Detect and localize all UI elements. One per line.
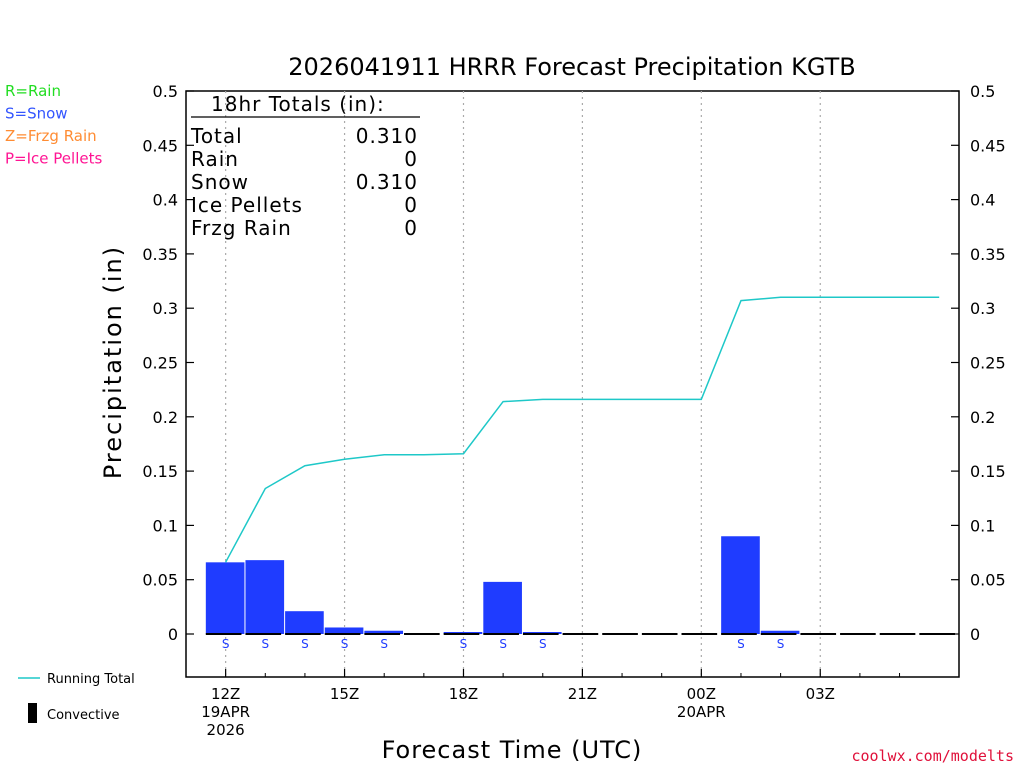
totals-row-label: Frzg Rain	[191, 216, 292, 240]
precip-type-legend: R=Rain S=Snow Z=Frzg Rain P=Ice Pellets	[5, 82, 102, 168]
convective-legend-label: Convective	[47, 708, 120, 723]
precip-type-flag: S	[460, 637, 468, 651]
running-total-legend-label: Running Total	[47, 672, 135, 687]
x-tick-label-15z: 15Z	[330, 685, 359, 703]
y-tick-left-label: 0.3	[153, 299, 178, 318]
running-total-series	[224, 296, 940, 563]
totals-header: 18hr Totals (in):	[211, 92, 385, 116]
y-tick-left-label: 0.25	[142, 354, 178, 373]
y-tick-left-label: 0.15	[142, 462, 178, 481]
precip-bars	[205, 536, 800, 634]
totals-row-value: 0	[404, 193, 418, 217]
totals-row-label: Rain	[191, 147, 239, 171]
x-tick-label-20apr: 20APR	[677, 703, 726, 721]
totals-row-label: Snow	[191, 170, 249, 194]
y-tick-left-label: 0.1	[153, 516, 178, 535]
totals-row-value: 0.310	[356, 124, 418, 148]
y-tick-right-label: 0.2	[970, 408, 995, 427]
precip-type-flag: S	[222, 637, 230, 651]
y-tick-right-label: 0.05	[970, 571, 1006, 590]
precip-type-flag: S	[539, 637, 547, 651]
y-tick-left-label: 0.5	[153, 82, 178, 101]
precip-bar	[721, 536, 760, 634]
precip-bar	[324, 627, 364, 634]
precip-type-flag: S	[301, 637, 309, 651]
totals-row-value: 0	[404, 147, 418, 171]
x-tick-label-12z: 12Z	[211, 685, 240, 703]
plot-frame	[185, 90, 960, 678]
precip-bar	[364, 630, 404, 634]
x-axis-label: Forecast Time (UTC)	[382, 736, 643, 764]
y-tick-left-label: 0.05	[142, 571, 178, 590]
running-total-line	[224, 296, 940, 563]
precip-bar	[285, 611, 324, 634]
x-tick-label-19apr: 19APR	[201, 703, 250, 721]
totals-row-label: Total	[190, 124, 243, 148]
totals-rows: Total 0.310 Rain 0 Snow 0.310 Ice Pellets 0 Frzg…	[190, 124, 418, 240]
type-legend-r: R=Rain	[5, 82, 61, 100]
y-tick-right-label: 0.1	[970, 516, 995, 535]
precip-type-flag: S	[737, 637, 745, 651]
y-axis-right: 0 0.05 0.1 0.15 0.2 0.25 0.3 0.35 0.4 0.45 0.5	[951, 82, 1006, 644]
totals-row-value: 0.310	[356, 170, 418, 194]
x-tick-label-2026: 2026	[207, 721, 245, 739]
precip-bar	[483, 581, 522, 634]
y-tick-left-label: 0.4	[153, 191, 178, 210]
x-tick-label-00z: 00Z	[687, 685, 716, 703]
totals-row-value: 0	[404, 216, 418, 240]
type-legend-p: P=Ice Pellets	[5, 150, 102, 168]
type-legend-s: S=Snow	[5, 105, 68, 123]
y-axis-left: 0 0.05 0.1 0.15 0.2 0.25 0.3 0.35 0.4 0.45 0.5	[142, 82, 194, 644]
y-axis-label: Precipitation (in)	[99, 245, 127, 479]
convective-legend-swatch	[28, 703, 37, 723]
totals-box: 18hr Totals (in): Total 0.310 Rain 0 Snow 0.3…	[190, 92, 420, 240]
x-tick-label-21z: 21Z	[568, 685, 597, 703]
precip-bar	[245, 560, 285, 634]
y-tick-right-label: 0.45	[970, 136, 1006, 155]
y-tick-right-label: 0.4	[970, 191, 995, 210]
y-tick-right-label: 0.15	[970, 462, 1006, 481]
credit-text: coolwx.com/modelts	[851, 747, 1014, 765]
y-tick-right-label: 0	[970, 625, 980, 644]
totals-row-label: Ice Pellets	[191, 193, 303, 217]
precip-type-flag: S	[261, 637, 269, 651]
y-tick-right-label: 0.35	[970, 245, 1006, 264]
chart-title: 2026041911 HRRR Forecast Precipitation K…	[288, 53, 855, 81]
y-tick-right-label: 0.5	[970, 82, 995, 101]
x-tick-label-03z: 03Z	[806, 685, 835, 703]
y-tick-right-label: 0.3	[970, 299, 995, 318]
y-tick-left-label: 0	[168, 625, 178, 644]
y-tick-left-label: 0.45	[142, 136, 178, 155]
bottom-legend: Running Total Convective	[18, 672, 135, 723]
precip-type-flag: S	[341, 637, 349, 651]
precip-type-flag: S	[777, 637, 785, 651]
precip-bar	[760, 630, 800, 634]
precip-type-flag: S	[499, 637, 507, 651]
precip-bar	[205, 562, 245, 634]
precip-type-flag: S	[380, 637, 388, 651]
y-tick-left-label: 0.2	[153, 408, 178, 427]
y-tick-left-label: 0.35	[142, 245, 178, 264]
type-legend-z: Z=Frzg Rain	[5, 127, 97, 145]
x-tick-label-18z: 18Z	[449, 685, 478, 703]
y-tick-right-label: 0.25	[970, 354, 1006, 373]
vertical-gridlines	[225, 91, 821, 677]
